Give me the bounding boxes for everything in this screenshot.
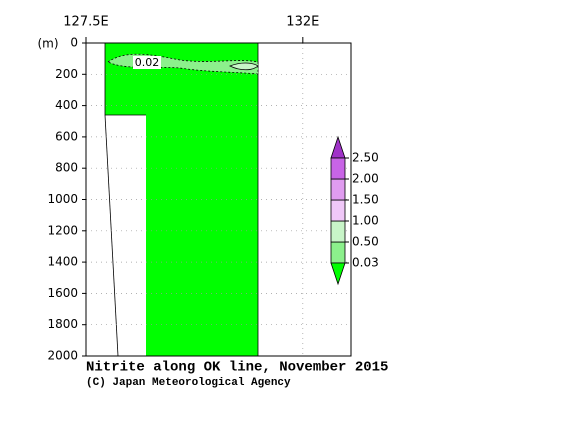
colorbar-label: 0.50 — [352, 235, 379, 249]
bottom-line — [104, 114, 119, 357]
colorbar-label: 0.03 — [352, 256, 379, 270]
colorbar-cap — [330, 135, 346, 159]
contour — [229, 62, 259, 71]
y-tick-label: 1000 — [47, 192, 78, 206]
colorbar-label: 1.00 — [352, 214, 379, 228]
colorbar-bin — [330, 220, 346, 243]
colorbar-label: 2.00 — [352, 172, 379, 186]
section-fill: 0.02 — [104, 43, 259, 357]
y-tick-label: 1400 — [47, 255, 78, 269]
chart-title: Nitrite along OK line, November 2015 — [86, 360, 388, 376]
y-tick-label: 200 — [55, 67, 78, 81]
y-tick-label: 400 — [55, 98, 78, 112]
fill-upper — [105, 43, 258, 115]
y-tick-label: 1200 — [47, 223, 78, 237]
colorbar-label: 1.50 — [352, 193, 379, 207]
fill-lower — [146, 115, 258, 356]
colorbar-bin — [330, 157, 346, 180]
y-tick-label: 800 — [55, 161, 78, 175]
colorbar-bin — [330, 241, 346, 264]
y-axis-label: (m) — [37, 37, 58, 51]
y-tick-label: 600 — [55, 129, 78, 143]
contour-label: 0.02 — [135, 56, 160, 69]
y-tick-label: 1600 — [47, 286, 78, 300]
plot-frame — [85, 42, 352, 357]
colorbar-bin — [330, 178, 346, 201]
x-tick-label: 132E — [286, 15, 319, 30]
colorbar-cap — [330, 262, 346, 286]
colorbar-label: 2.50 — [352, 151, 379, 165]
credit: (C) Japan Meteorological Agency — [86, 377, 291, 389]
contour-label-bg — [133, 56, 161, 69]
y-tick-label: 2000 — [47, 349, 78, 363]
y-tick-label: 1800 — [47, 317, 78, 331]
colorbar-bin — [330, 199, 346, 222]
x-tick-label: 127.5E — [63, 15, 108, 30]
y-tick-label: 0 — [70, 36, 78, 50]
